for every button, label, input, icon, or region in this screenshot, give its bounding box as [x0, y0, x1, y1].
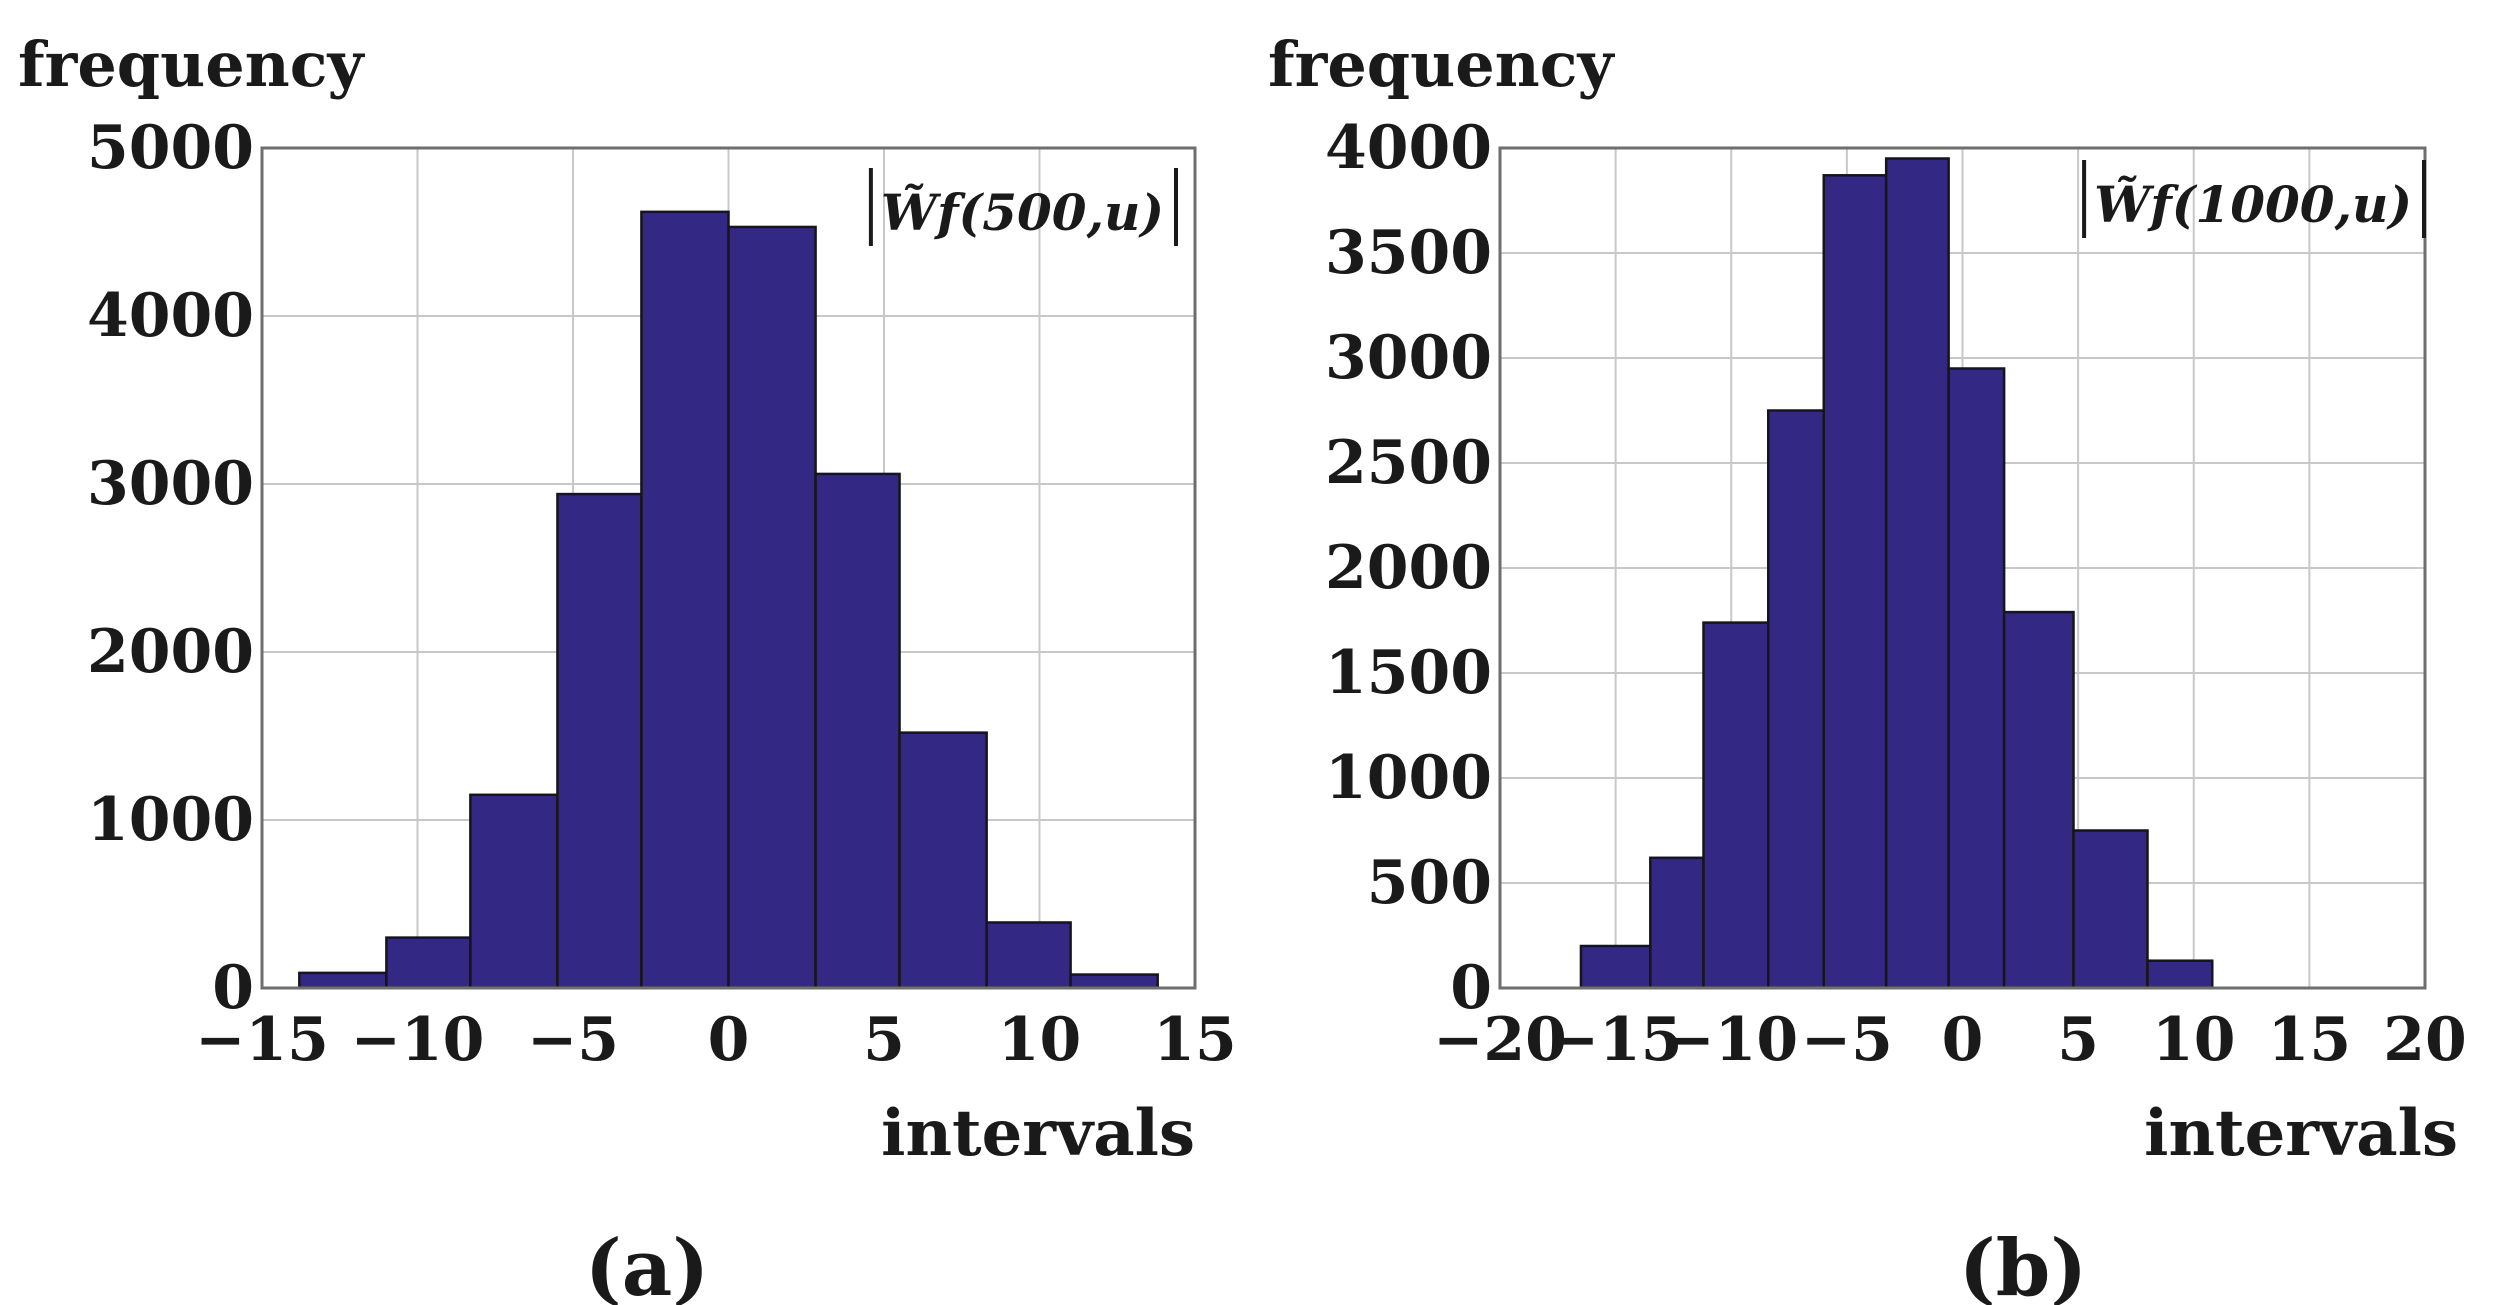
x-tick-label-b-1: −15 [1549, 1005, 1683, 1075]
y-tick-label-b-0: 0 [1450, 953, 1492, 1023]
y-tick-label-b-7: 3500 [1325, 218, 1492, 288]
histogram-bar-a-9 [1069, 973, 1159, 990]
bars-a [298, 210, 1159, 990]
x-tick-label-a-3: 0 [708, 1005, 750, 1075]
y-tick-label-b-6: 3000 [1325, 323, 1492, 393]
legend-text-a: W̃f(500,u) [881, 183, 1164, 242]
legend-text-b: W̃f(1000,u) [2094, 175, 2412, 234]
y-axis-label-a: frequency [18, 28, 365, 101]
x-tick-label-b-3: −5 [1801, 1005, 1893, 1075]
histogram-bar-a-1 [385, 936, 472, 990]
histogram-bar-b-5 [1884, 157, 1950, 990]
x-axis-label-b: intervals [2144, 1096, 2458, 1171]
x-tick-label-b-6: 10 [2152, 1005, 2236, 1075]
y-tick-label-b-4: 2000 [1325, 533, 1492, 603]
histogram-bar-a-6 [814, 472, 901, 990]
x-tick-label-a-5: 10 [998, 1005, 1082, 1075]
y-tick-label-b-8: 4000 [1325, 113, 1492, 183]
y-axis-label-b: frequency [1268, 28, 1615, 101]
histogram-bar-b-2 [1702, 621, 1770, 990]
histogram-bar-a-5 [727, 225, 817, 990]
y-tick-label-a-3: 3000 [87, 449, 254, 519]
y-ticks-a: 0 1000 2000 3000 4000 5000 [87, 113, 254, 1023]
legend-a: W̃f(500,u) [868, 168, 1178, 246]
x-tick-label-b-2: −10 [1664, 1005, 1798, 1075]
histogram-bar-a-2 [469, 793, 559, 990]
y-tick-label-b-1: 500 [1367, 848, 1492, 918]
x-tick-label-b-7: 15 [2268, 1005, 2352, 1075]
histogram-bar-b-9 [2146, 959, 2214, 990]
chart-panel-a: 0 1000 2000 3000 4000 5000 −15 −10 −5 0 5 10 15 fre… [18, 28, 1237, 1305]
x-tick-label-a-0: −15 [195, 1005, 329, 1075]
histogram-bar-a-0 [298, 971, 388, 990]
x-ticks-a: −15 −10 −5 0 5 10 15 [195, 1005, 1237, 1075]
x-tick-label-a-1: −10 [351, 1005, 485, 1075]
y-tick-label-a-4: 4000 [87, 281, 254, 351]
y-tick-label-b-5: 2500 [1325, 428, 1492, 498]
y-tick-label-a-2: 2000 [87, 617, 254, 687]
y-tick-label-a-0: 0 [212, 953, 254, 1023]
y-tick-label-b-2: 1000 [1325, 743, 1492, 813]
histogram-bar-b-4 [1822, 174, 1888, 990]
x-tick-label-b-8: 20 [2383, 1005, 2467, 1075]
bars-b [1579, 157, 2214, 990]
histogram-bar-a-8 [985, 921, 1072, 990]
histogram-bar-b-0 [1579, 944, 1652, 990]
x-axis-label-a: intervals [881, 1096, 1195, 1171]
histogram-bar-b-3 [1767, 409, 1825, 990]
histogram-bar-b-6 [1947, 367, 2006, 990]
panel-label-b: (b) [1959, 1223, 2087, 1305]
x-ticks-b: −20−15−10 −5 0 5 10 15 20 [1433, 1005, 2467, 1075]
x-tick-label-b-4: 0 [1942, 1005, 1984, 1075]
histogram-bar-b-1 [1649, 856, 1705, 990]
legend-b: W̃f(1000,u) [2082, 160, 2426, 238]
x-tick-label-a-2: −5 [527, 1005, 619, 1075]
histogram-bar-b-7 [2002, 610, 2075, 990]
x-tick-label-a-4: 5 [863, 1005, 905, 1075]
plot-frame-b [1498, 146, 2427, 990]
plot-frame-a [260, 146, 1197, 990]
y-tick-label-a-5: 5000 [87, 113, 254, 183]
y-ticks-b: 0 500 1000 1500 2000 2500 3000 3500 4000 [1325, 113, 1492, 1023]
x-tick-label-b-0: −20 [1433, 1005, 1567, 1075]
y-tick-label-a-1: 1000 [87, 785, 254, 855]
x-tick-label-b-5: 5 [2057, 1005, 2099, 1075]
histogram-bar-a-4 [640, 210, 730, 990]
histogram-bar-a-7 [898, 731, 988, 990]
histogram-bar-b-8 [2072, 829, 2149, 990]
histogram-bar-a-3 [556, 492, 643, 990]
y-tick-label-b-3: 1500 [1325, 638, 1492, 708]
x-tick-label-a-6: 15 [1153, 1005, 1237, 1075]
panel-label-a: (a) [585, 1223, 709, 1305]
